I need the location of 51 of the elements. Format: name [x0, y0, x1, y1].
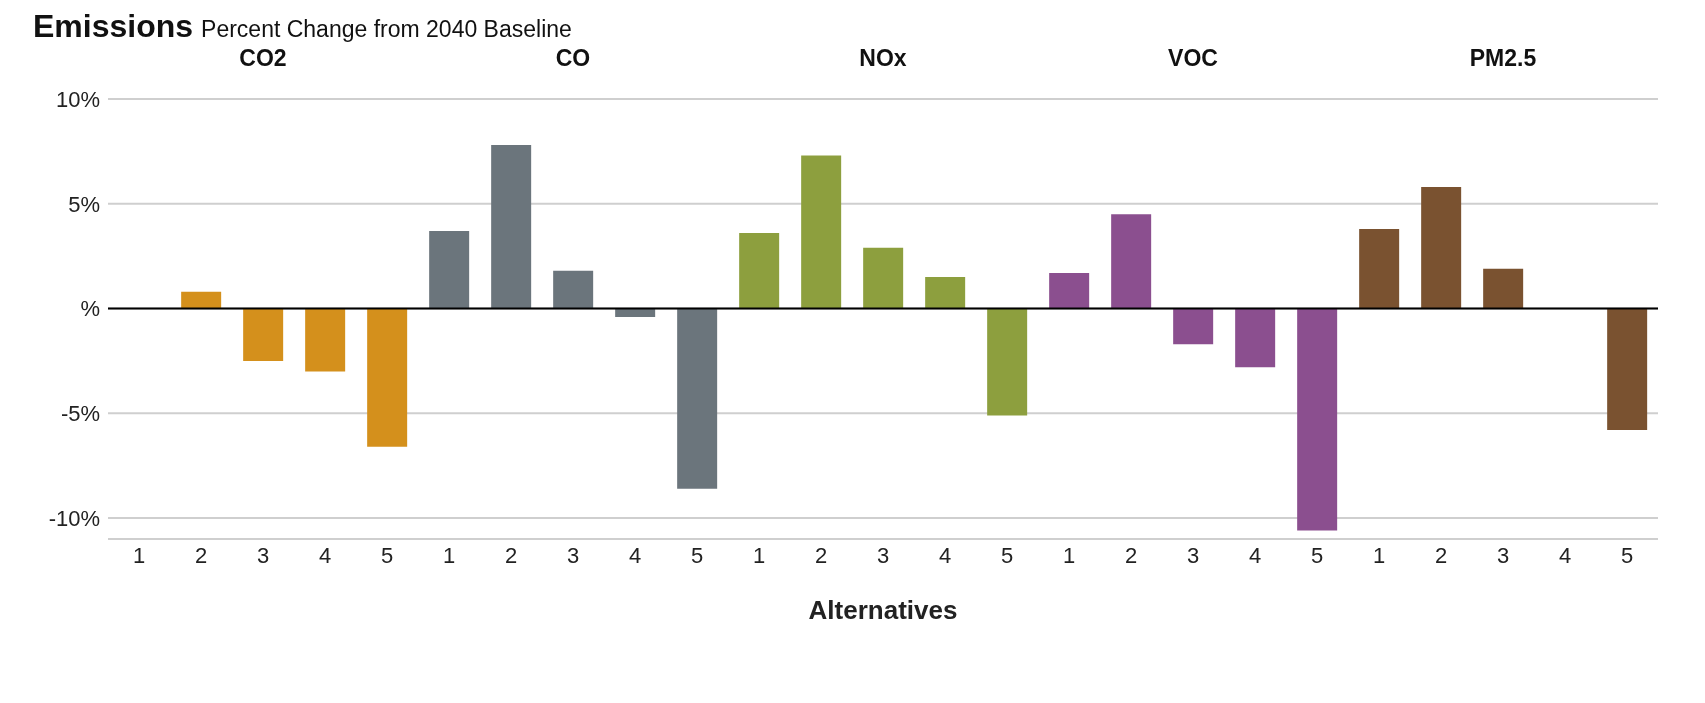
legend-title: VOC	[1167, 45, 1219, 73]
x-tick-label: 2	[194, 542, 208, 568]
legend-title: CO	[554, 45, 592, 73]
x-tick-label: 1	[442, 542, 456, 568]
y-tick-label: 10%	[55, 86, 100, 112]
x-tick-label: 3	[876, 542, 890, 568]
chart-subtitle: Percent Change from 2040 Baseline	[201, 16, 572, 42]
bar	[801, 155, 842, 309]
bar	[553, 270, 594, 309]
x-tick-label: 1	[1372, 542, 1386, 568]
x-tick-label: 2	[1434, 542, 1448, 568]
x-tick-label: 5	[690, 542, 704, 568]
bar	[987, 308, 1028, 416]
bar	[1359, 228, 1400, 309]
legend-title: CO2	[238, 45, 288, 73]
x-tick-label: 1	[132, 542, 146, 568]
chart-title: Emissions	[33, 8, 194, 44]
bar	[491, 145, 532, 309]
x-tick-label: 5	[380, 542, 394, 568]
x-tick-label: 1	[752, 542, 766, 568]
x-tick-label: 4	[318, 542, 332, 568]
bar	[1483, 268, 1524, 309]
x-tick-label: 3	[566, 542, 580, 568]
y-tick-label: %	[80, 296, 100, 322]
x-tick-label: 2	[814, 542, 828, 568]
y-tick-label: 5%	[68, 191, 100, 217]
bar	[429, 231, 470, 309]
x-tick-label: 3	[256, 542, 270, 568]
bar	[1607, 308, 1648, 431]
x-tick-label: 5	[1620, 542, 1634, 568]
x-tick-label: 2	[504, 542, 518, 568]
x-tick-label: 4	[938, 542, 952, 568]
x-axis-title: Alternatives	[808, 595, 958, 625]
x-tick-label: 4	[628, 542, 642, 568]
bar	[863, 247, 904, 309]
x-tick-label: 5	[1310, 542, 1324, 568]
x-tick-label: 4	[1248, 542, 1262, 568]
bar	[677, 308, 718, 489]
y-tick-label: -5%	[60, 401, 100, 427]
legend-title: NOx	[858, 45, 908, 73]
bar	[925, 277, 966, 309]
bar	[1421, 187, 1462, 309]
x-tick-label: 5	[1000, 542, 1014, 568]
x-tick-label: 4	[1558, 542, 1572, 568]
y-tick-label: -10%	[48, 505, 100, 531]
x-tick-label: 1	[1062, 542, 1076, 568]
x-tick-label: 3	[1186, 542, 1200, 568]
x-tick-label: 2	[1124, 542, 1138, 568]
x-tick-label: 3	[1496, 542, 1510, 568]
bar	[739, 233, 780, 309]
legend-title: PM2.5	[1468, 45, 1538, 73]
